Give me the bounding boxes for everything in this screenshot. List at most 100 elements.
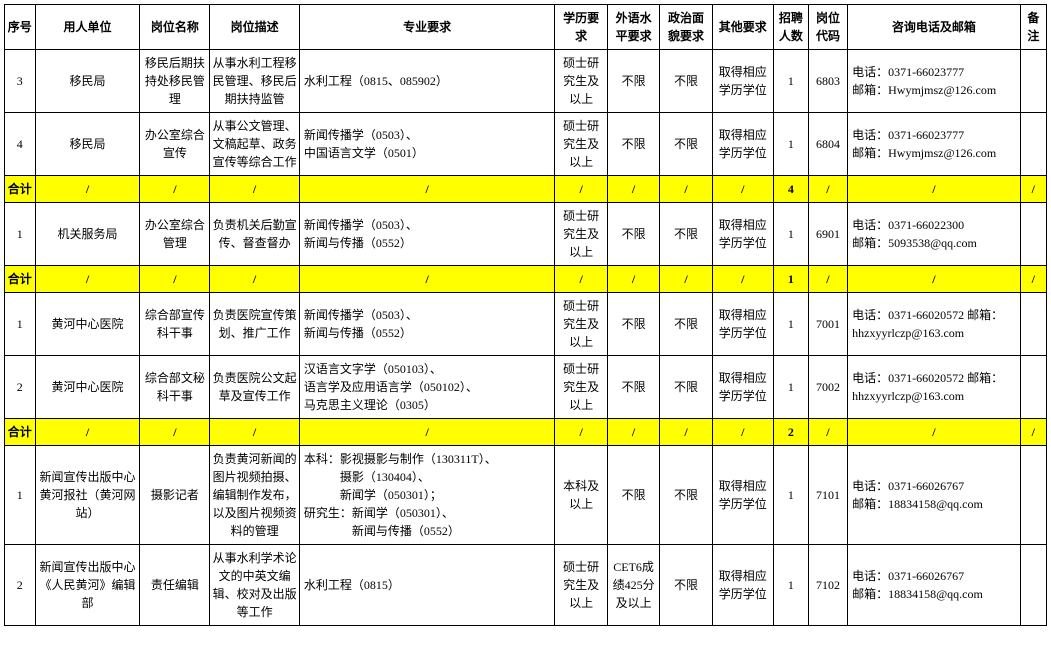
cell-code: 6804 (808, 113, 847, 176)
cell-major: 水利工程（0815、085902） (299, 50, 555, 113)
cell-count: 1 (773, 266, 808, 293)
cell-major: 新闻传播学（0503）、 新闻与传播（0552） (299, 203, 555, 266)
cell-code: / (808, 419, 847, 446)
table-row: 1黄河中心医院综合部宣传科干事负责医院宣传策划、推广工作新闻传播学（0503）、… (5, 293, 1047, 356)
cell-note (1020, 356, 1046, 419)
cell-desc: / (210, 176, 300, 203)
cell-other: 取得相应学历学位 (712, 50, 773, 113)
table-row: 1新闻宣传出版中心黄河报社（黄河网站）摄影记者负责黄河新闻的图片视频拍摄、编辑制… (5, 446, 1047, 545)
recruitment-table: 序号用人单位岗位名称岗位描述专业要求学历要求外语水平要求政治面貌要求其他要求招聘… (4, 4, 1047, 626)
cell-employer: 黄河中心医院 (35, 356, 140, 419)
header-lang: 外语水平要求 (607, 5, 659, 50)
cell-major: 新闻传播学（0503）、 新闻与传播（0552） (299, 293, 555, 356)
cell-contact: 电话：0371-66023777 邮箱：Hwymjmsz@126.com (848, 113, 1021, 176)
cell-major: / (299, 266, 555, 293)
cell-employer: 移民局 (35, 50, 140, 113)
cell-note (1020, 113, 1046, 176)
cell-other: 取得相应学历学位 (712, 113, 773, 176)
cell-position: 综合部宣传科干事 (140, 293, 210, 356)
cell-note (1020, 50, 1046, 113)
cell-political: 不限 (660, 356, 712, 419)
cell-employer: 新闻宣传出版中心《人民黄河》编辑部 (35, 545, 140, 626)
cell-lang: 不限 (607, 203, 659, 266)
subtotal-row: 合计////////2/// (5, 419, 1047, 446)
cell-employer: / (35, 176, 140, 203)
cell-desc: 负责医院公文起草及宣传工作 (210, 356, 300, 419)
cell-major: 水利工程（0815） (299, 545, 555, 626)
cell-desc: 负责机关后勤宣传、督查督办 (210, 203, 300, 266)
cell-code: 7102 (808, 545, 847, 626)
cell-desc: 从事水利工程移民管理、移民后期扶持监管 (210, 50, 300, 113)
cell-position: / (140, 176, 210, 203)
cell-other: 取得相应学历学位 (712, 203, 773, 266)
cell-employer: 移民局 (35, 113, 140, 176)
header-note: 备注 (1020, 5, 1046, 50)
cell-position: 综合部文秘科干事 (140, 356, 210, 419)
cell-lang: 不限 (607, 356, 659, 419)
cell-desc: 负责医院宣传策划、推广工作 (210, 293, 300, 356)
cell-employer: 新闻宣传出版中心黄河报社（黄河网站） (35, 446, 140, 545)
cell-major: / (299, 419, 555, 446)
cell-lang: / (607, 176, 659, 203)
cell-code: / (808, 176, 847, 203)
cell-political: 不限 (660, 50, 712, 113)
table-row: 1机关服务局办公室综合管理负责机关后勤宣传、督查督办新闻传播学（0503）、 新… (5, 203, 1047, 266)
cell-seq: 1 (5, 446, 36, 545)
cell-desc: / (210, 266, 300, 293)
cell-note: / (1020, 419, 1046, 446)
cell-count: 1 (773, 293, 808, 356)
cell-major: 本科：影视摄影与制作（130311T）、 摄影（130404）、 新闻学（050… (299, 446, 555, 545)
cell-code: 6803 (808, 50, 847, 113)
cell-note (1020, 203, 1046, 266)
cell-code: 7001 (808, 293, 847, 356)
cell-contact: / (848, 266, 1021, 293)
cell-position: / (140, 419, 210, 446)
cell-note: / (1020, 176, 1046, 203)
cell-contact: 电话：0371-66020572 邮箱：hhzxyyrlczp@163.com (848, 356, 1021, 419)
table-row: 2新闻宣传出版中心《人民黄河》编辑部责任编辑从事水利学术论文的中英文编辑、校对及… (5, 545, 1047, 626)
cell-code: 7101 (808, 446, 847, 545)
cell-lang: / (607, 266, 659, 293)
header-employer: 用人单位 (35, 5, 140, 50)
cell-major: / (299, 176, 555, 203)
cell-position: 责任编辑 (140, 545, 210, 626)
cell-lang: 不限 (607, 446, 659, 545)
cell-edu: 硕士研究生及以上 (555, 293, 607, 356)
cell-edu: / (555, 176, 607, 203)
cell-code: 6901 (808, 203, 847, 266)
cell-contact: 电话：0371-66026767 邮箱：18834158@qq.com (848, 545, 1021, 626)
cell-position: 摄影记者 (140, 446, 210, 545)
cell-lang: CET6成绩425分及以上 (607, 545, 659, 626)
cell-code: 7002 (808, 356, 847, 419)
cell-political: / (660, 419, 712, 446)
cell-edu: 硕士研究生及以上 (555, 50, 607, 113)
cell-seq: 2 (5, 545, 36, 626)
cell-position: 办公室综合管理 (140, 203, 210, 266)
cell-political: 不限 (660, 446, 712, 545)
cell-lang: 不限 (607, 113, 659, 176)
cell-seq: 合计 (5, 266, 36, 293)
cell-contact: 电话：0371-66022300 邮箱：5093538@qq.com (848, 203, 1021, 266)
table-body: 3移民局移民后期扶持处移民管理从事水利工程移民管理、移民后期扶持监管水利工程（0… (5, 50, 1047, 626)
cell-contact: 电话：0371-66020572 邮箱：hhzxyyrlczp@163.com (848, 293, 1021, 356)
cell-desc: / (210, 419, 300, 446)
cell-desc: 从事水利学术论文的中英文编辑、校对及出版等工作 (210, 545, 300, 626)
header-code: 岗位代码 (808, 5, 847, 50)
cell-employer: / (35, 266, 140, 293)
cell-edu: 本科及以上 (555, 446, 607, 545)
cell-note: / (1020, 266, 1046, 293)
cell-count: 1 (773, 545, 808, 626)
cell-political: 不限 (660, 203, 712, 266)
cell-position: 办公室综合宣传 (140, 113, 210, 176)
cell-position: / (140, 266, 210, 293)
cell-contact: / (848, 176, 1021, 203)
cell-note (1020, 446, 1046, 545)
cell-position: 移民后期扶持处移民管理 (140, 50, 210, 113)
cell-seq: 1 (5, 293, 36, 356)
cell-contact: 电话：0371-66023777 邮箱：Hwymjmsz@126.com (848, 50, 1021, 113)
header-count: 招聘人数 (773, 5, 808, 50)
cell-seq: 2 (5, 356, 36, 419)
cell-edu: 硕士研究生及以上 (555, 356, 607, 419)
cell-other: 取得相应学历学位 (712, 356, 773, 419)
header-seq: 序号 (5, 5, 36, 50)
